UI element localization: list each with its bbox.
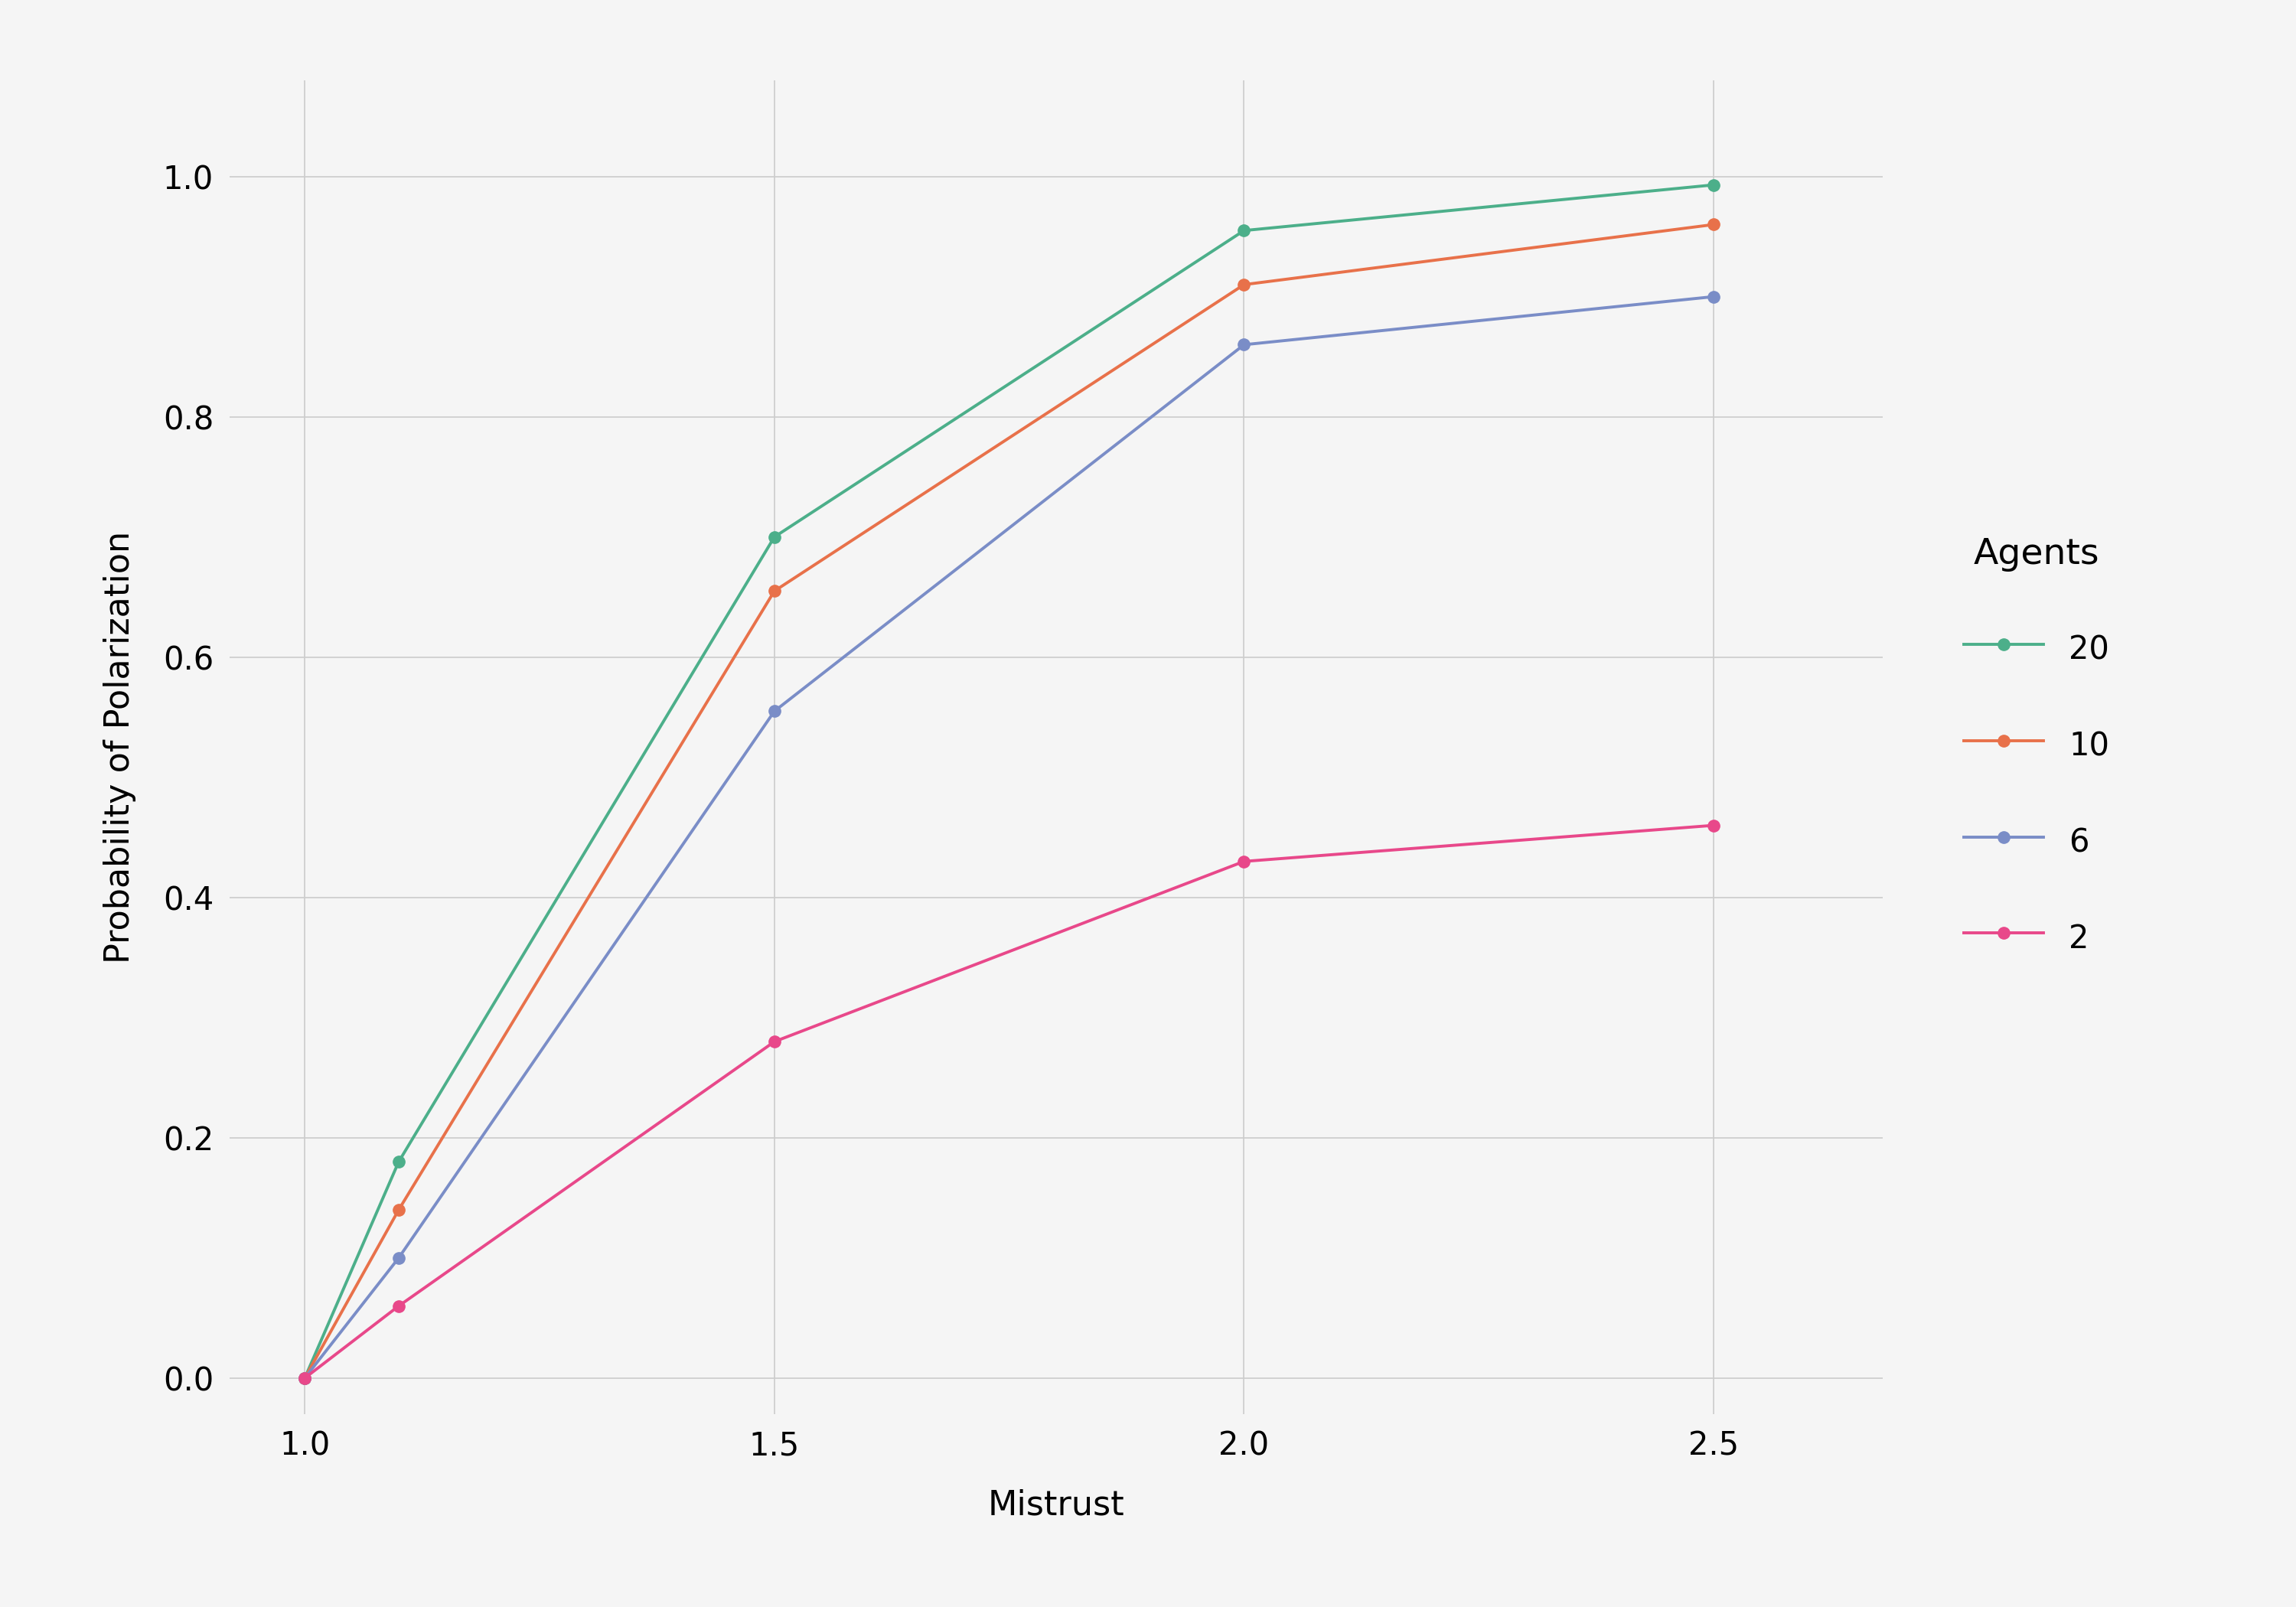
2 (292, 1369, 319, 1388)
2 (760, 1032, 788, 1051)
20 (760, 527, 788, 546)
6 (760, 702, 788, 722)
X-axis label: Mistrust: Mistrust (987, 1488, 1125, 1522)
10 (292, 1369, 319, 1388)
20 (386, 1152, 413, 1172)
Line: 20: 20 (298, 178, 1720, 1384)
6 (292, 1369, 319, 1388)
6 (386, 1249, 413, 1268)
10 (1231, 275, 1258, 294)
10 (1699, 215, 1727, 235)
20 (1231, 220, 1258, 239)
6 (1699, 288, 1727, 307)
Y-axis label: Probability of Polarization: Probability of Polarization (103, 530, 135, 964)
2 (1699, 816, 1727, 836)
Line: 2: 2 (298, 820, 1720, 1384)
6 (1231, 336, 1258, 355)
10 (386, 1200, 413, 1220)
10 (760, 582, 788, 601)
Legend: 20, 10, 6, 2: 20, 10, 6, 2 (1931, 506, 2142, 988)
20 (292, 1369, 319, 1388)
Line: 6: 6 (298, 291, 1720, 1384)
20 (1699, 175, 1727, 194)
2 (386, 1297, 413, 1316)
2 (1231, 852, 1258, 871)
Line: 10: 10 (298, 219, 1720, 1384)
